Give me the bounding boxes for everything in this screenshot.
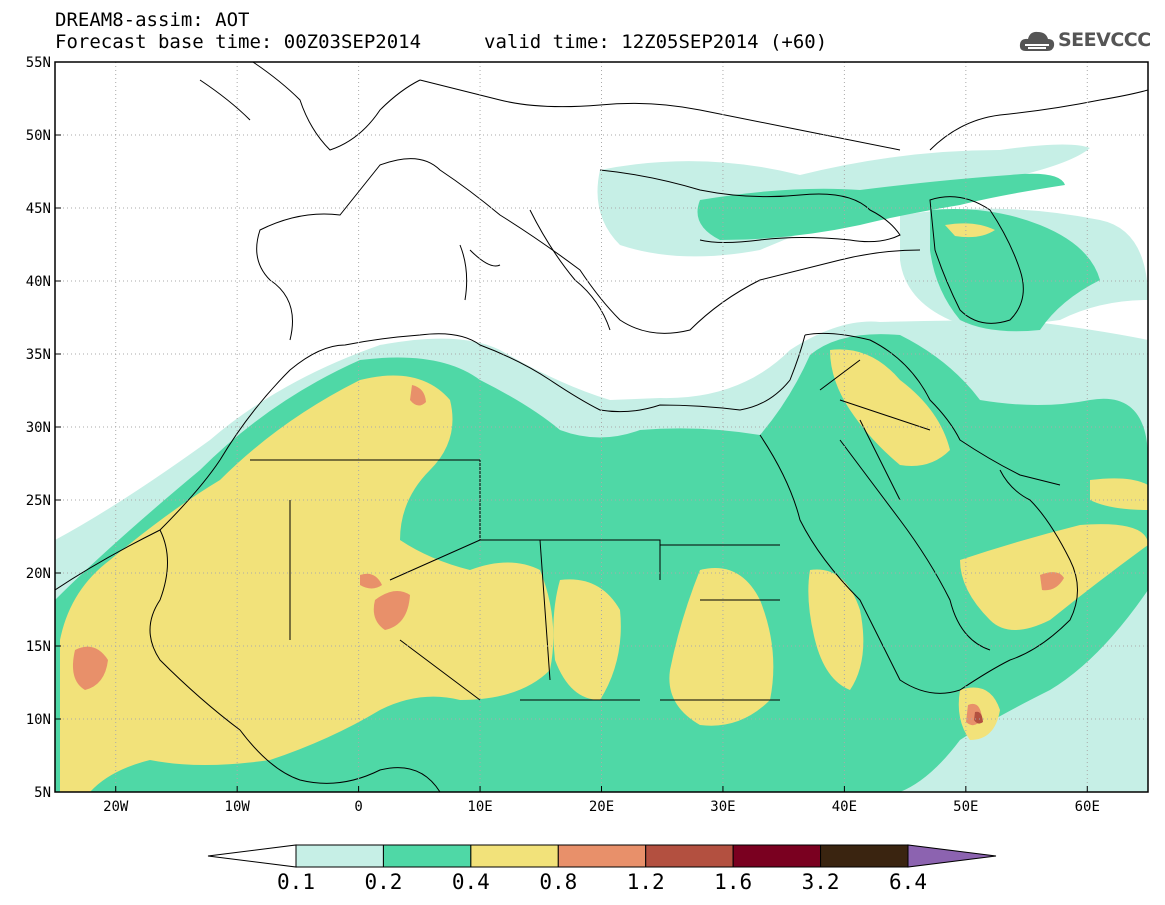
latitude-labels: 55N 50N 45N 40N 35N 30N 25N 20N 15N 10N 5N — [26, 55, 51, 801]
lat-tick-label: 10N — [26, 712, 51, 728]
lon-tick-label: 10W — [225, 799, 251, 815]
lon-tick-label: 40E — [832, 799, 857, 815]
colorbar-swatch — [295, 844, 384, 868]
lon-tick-label: 0 — [354, 799, 362, 815]
lat-tick-label: 40N — [26, 274, 51, 290]
colorbar-swatch — [732, 844, 822, 868]
colorbar-label: 0.4 — [451, 870, 490, 894]
lat-tick-label: 20N — [26, 566, 51, 582]
logo-text: SEEVCCC — [1058, 29, 1151, 51]
colorbar — [207, 844, 997, 868]
colorbar-swatch — [382, 844, 472, 868]
seevccc-logo: SEEVCCC — [1018, 26, 1158, 56]
colorbar-swatch — [470, 844, 559, 868]
map-title: DREAM8-assim: AOT — [55, 9, 250, 31]
lon-tick-label: 20E — [589, 799, 614, 815]
valid-time: valid time: 12Z05SEP2014 (+60) — [484, 31, 828, 53]
colorbar-swatch — [645, 844, 734, 868]
colorbar-label: 0.2 — [364, 870, 403, 894]
lat-tick-label: 45N — [26, 201, 51, 217]
lat-tick-label: 55N — [26, 55, 51, 71]
lat-tick-label: 35N — [26, 347, 51, 363]
colorbar-label: 3.2 — [801, 870, 840, 894]
lon-tick-label: 50E — [953, 799, 978, 815]
aot-band-1.2-1.6 — [974, 711, 983, 724]
forecast-base-time: Forecast base time: 00Z03SEP2014 — [55, 31, 422, 53]
colorbar-high-arrow — [907, 844, 997, 868]
lon-tick-label: 30E — [710, 799, 735, 815]
aot-band-0.8-1.2 — [72, 385, 1064, 726]
colorbar-label: 6.4 — [889, 870, 927, 894]
lat-tick-label: 5N — [34, 785, 51, 801]
colorbar-label: 1.2 — [626, 870, 665, 894]
lat-tick-label: 15N — [26, 639, 51, 655]
colorbar-label: 1.6 — [714, 870, 753, 894]
lon-tick-label: 20W — [103, 799, 129, 815]
lat-tick-label: 25N — [26, 493, 51, 509]
colorbar-low-arrow — [207, 844, 297, 868]
lat-tick-label: 30N — [26, 420, 51, 436]
cloud-icon — [1019, 31, 1055, 51]
lon-tick-label: 60E — [1075, 799, 1100, 815]
longitude-labels: 20W 10W 0 10E 20E 30E 40E 50E 60E — [103, 799, 1100, 815]
colorbar-label: 0.8 — [539, 870, 578, 894]
colorbar-swatch — [820, 844, 909, 868]
coastlines — [55, 62, 1148, 792]
lat-tick-label: 50N — [26, 128, 51, 144]
graticule — [55, 61, 1148, 793]
colorbar-label: 0.1 — [277, 870, 315, 894]
colorbar-swatch — [557, 844, 647, 868]
lon-tick-label: 10E — [467, 799, 492, 815]
